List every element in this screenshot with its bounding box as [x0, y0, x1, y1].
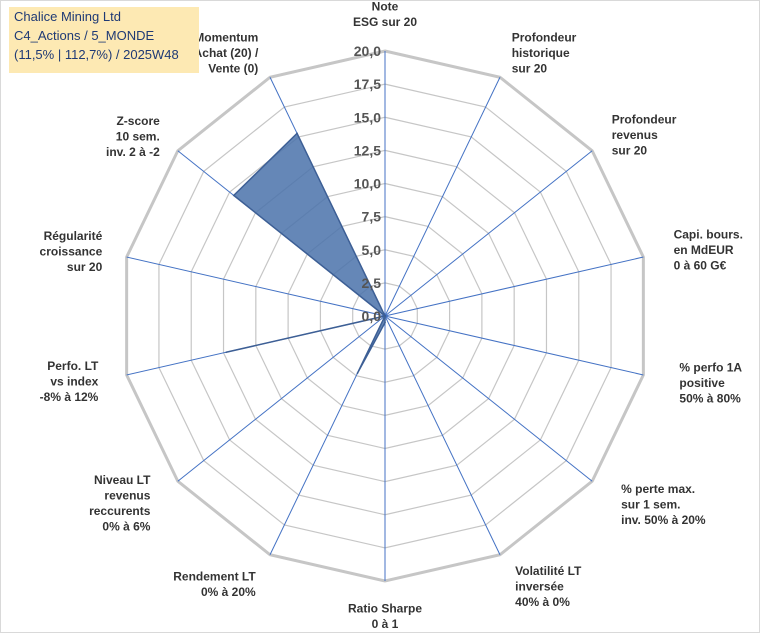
axis-label-13: Momentum Achat (20) / Vente (0) [194, 30, 259, 75]
data-point-11 [384, 315, 386, 317]
tick-label-6: 15,0 [354, 109, 381, 125]
data-point-8 [356, 372, 359, 375]
axis-label-13-line-0: Momentum [194, 30, 258, 44]
axis-label-12-line-1: 10 sem. [116, 129, 160, 143]
title-line-2: C4_Actions / 5_MONDE [14, 28, 155, 43]
axis-label-9-line-3: 0% à 6% [102, 519, 150, 533]
axis-label-7-line-0: Ratio Sharpe [348, 601, 422, 615]
axis-label-2-line-0: Profondeur [612, 113, 677, 127]
axis-label-4-line-0: % perfo 1A [679, 361, 742, 375]
axis-label-5-line-1: sur 1 sem. [621, 497, 680, 511]
spoke-5 [384, 315, 593, 482]
axis-label-0-line-1: ESG sur 20 [353, 15, 417, 29]
axis-label-13-line-1: Achat (20) / [194, 46, 259, 60]
data-point-13 [296, 132, 298, 135]
spoke-6 [384, 315, 501, 555]
axis-label-11: Régularité croissance sur 20 [40, 229, 103, 274]
axis-label-8: Rendement LT 0% à 20% [173, 570, 256, 600]
tick-label-3: 7,5 [362, 209, 382, 225]
spoke-2 [384, 150, 593, 317]
axis-label-8-line-0: Rendement LT [173, 570, 256, 584]
spoke-4 [384, 315, 644, 376]
axis-label-6-line-1: inversée [515, 579, 564, 593]
axis-label-5: % perte max. sur 1 sem. inv. 50% à 20% [621, 482, 706, 527]
axis-label-10-line-2: -8% à 12% [40, 390, 99, 404]
axis-label-3-line-1: en MdEUR [674, 243, 734, 257]
axis-label-12: Z-score 10 sem. inv. 2 à -2 [106, 114, 160, 159]
title-box: Chalice Mining Ltd C4_Actions / 5_MONDE … [9, 7, 199, 73]
axis-label-6: Volatilité LT inversée 40% à 0% [515, 564, 582, 609]
axis-label-0-line-0: Note [372, 1, 399, 13]
axis-label-7-line-1: 0 à 1 [372, 617, 399, 631]
axis-label-4-line-2: 50% à 80% [679, 392, 741, 406]
spoke-1 [384, 77, 501, 317]
axis-label-6-line-2: 40% à 0% [515, 595, 570, 609]
axis-label-11-line-1: croissance [40, 244, 103, 258]
axis-label-5-line-2: inv. 50% à 20% [621, 513, 706, 527]
tick-label-1: 2,5 [362, 275, 382, 291]
tick-label-8: 20,0 [354, 43, 381, 59]
axis-label-2: Profondeur revenus sur 20 [612, 113, 677, 158]
tick-label-0: 0,0 [362, 308, 382, 324]
axis-label-9-line-1: revenus [104, 488, 150, 502]
data-point-7 [384, 321, 386, 324]
axis-label-9-line-2: reccurents [89, 504, 151, 518]
axis-label-4: % perfo 1A positive 50% à 80% [679, 361, 742, 406]
data-point-10 [225, 351, 227, 354]
axis-label-9-line-0: Niveau LT [94, 473, 151, 487]
tick-label-2: 5,0 [362, 242, 382, 258]
axis-label-4-line-1: positive [679, 376, 725, 390]
axis-label-3-line-0: Capi. bours. [674, 228, 743, 242]
axis-label-11-line-2: sur 20 [67, 260, 103, 274]
axis-label-12-line-2: inv. 2 à -2 [106, 145, 160, 159]
axis-label-10-line-0: Perfo. LT [47, 359, 99, 373]
axis-label-8-line-1: 0% à 20% [201, 585, 256, 599]
axis-label-10-line-1: vs index [50, 374, 98, 388]
axis-label-2-line-2: sur 20 [612, 144, 648, 158]
axis-label-3: Capi. bours. en MdEUR 0 à 60 G€ [674, 228, 743, 273]
axis-label-6-line-0: Volatilité LT [515, 564, 582, 578]
axis-label-10: Perfo. LT vs index -8% à 12% [40, 359, 99, 404]
title-line-1: Chalice Mining Ltd [14, 9, 121, 24]
axis-label-0: Note ESG sur 20 [353, 1, 417, 29]
axis-label-11-line-0: Régularité [44, 229, 103, 243]
axis-label-7: Ratio Sharpe 0 à 1 [348, 601, 422, 631]
axis-label-13-line-2: Vente (0) [208, 61, 258, 75]
axis-label-1-line-1: historique [512, 46, 570, 60]
axis-label-9: Niveau LT revenus reccurents 0% à 6% [89, 473, 151, 534]
axis-label-1-line-0: Profondeur [512, 30, 577, 44]
tick-label-4: 10,0 [354, 176, 381, 192]
spoke-11 [126, 256, 386, 317]
spoke-9 [177, 315, 386, 482]
tick-label-7: 17,5 [354, 76, 381, 92]
axis-label-5-line-0: % perte max. [621, 482, 695, 496]
tick-label-5: 12,5 [354, 142, 381, 158]
axis-label-2-line-1: revenus [612, 128, 658, 142]
axis-label-12-line-0: Z-score [116, 114, 160, 128]
axis-label-1-line-2: sur 20 [512, 61, 548, 75]
spoke-3 [384, 256, 644, 317]
axis-label-1: Profondeur historique sur 20 [512, 30, 577, 75]
data-point-12 [232, 194, 235, 197]
title-line-3: (11,5% | 112,7%) / 2025W48 [14, 47, 179, 62]
axis-label-3-line-2: 0 à 60 G€ [674, 259, 727, 273]
